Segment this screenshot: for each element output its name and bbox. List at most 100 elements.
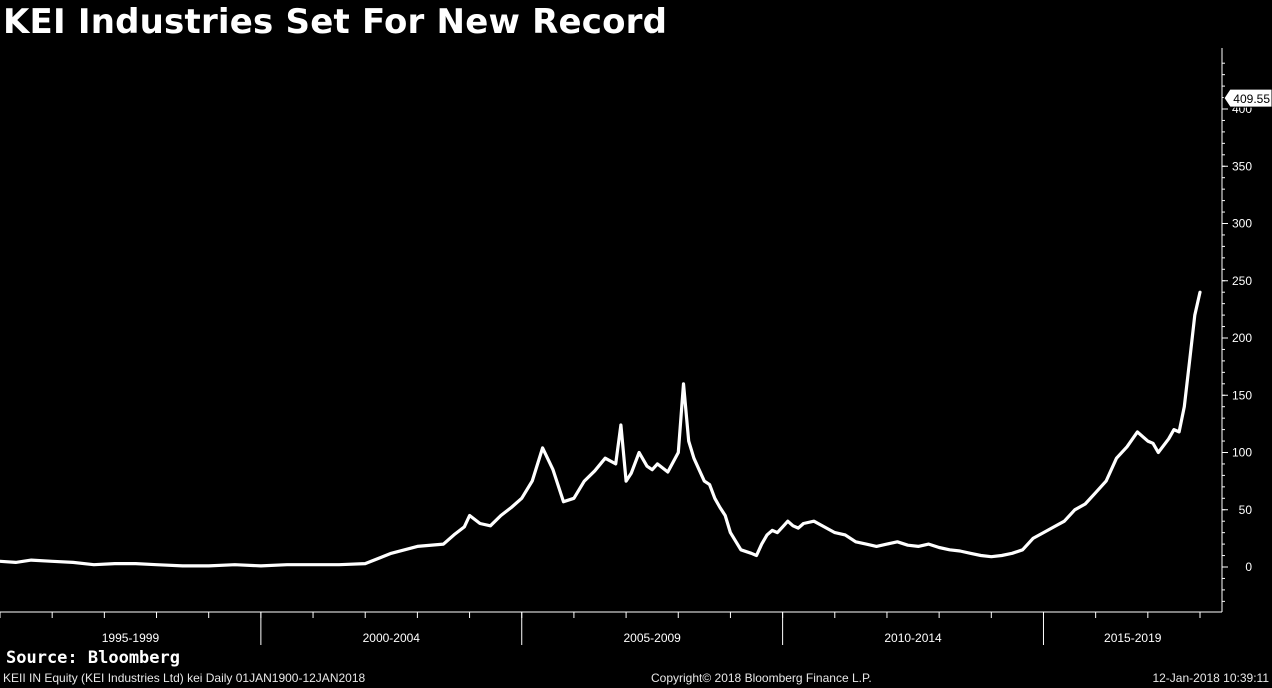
price-point — [593, 469, 596, 473]
last-value-callout — [1223, 88, 1272, 108]
price-point — [645, 465, 649, 468]
price-point — [1084, 502, 1087, 506]
price-point — [489, 524, 492, 527]
price-point — [530, 479, 534, 483]
price-point — [71, 561, 75, 564]
price-point — [1052, 525, 1056, 529]
price-point — [285, 563, 289, 566]
price-point — [637, 451, 641, 454]
y-tick-label: 100 — [1232, 446, 1252, 460]
price-point — [682, 382, 685, 385]
price-point — [708, 483, 711, 486]
price-point — [864, 542, 868, 546]
price-point — [1021, 548, 1024, 552]
last-value-label: 409.55 — [1233, 92, 1270, 106]
x-group-label: 2010-2014 — [884, 631, 942, 645]
price-point — [1115, 457, 1118, 460]
price-point — [510, 506, 513, 509]
y-tick-label: 0 — [1245, 560, 1252, 574]
price-point — [463, 525, 466, 529]
price-point — [739, 548, 743, 552]
footer-ticker-info: KEII IN Equity (KEI Industries Ltd) kei … — [3, 671, 366, 685]
price-point — [656, 462, 659, 466]
price-point — [927, 542, 930, 546]
price-point — [1125, 445, 1129, 448]
price-point — [917, 545, 920, 548]
price-point — [624, 479, 628, 483]
price-point — [1177, 430, 1181, 434]
price-point — [572, 497, 576, 500]
price-point — [948, 548, 951, 552]
plot-area — [0, 290, 1202, 568]
price-point — [650, 468, 654, 471]
price-point — [875, 545, 878, 548]
price-point — [1167, 437, 1170, 440]
price-point — [797, 526, 800, 530]
price-point — [692, 457, 696, 460]
price-point — [1063, 520, 1066, 523]
price-point — [1183, 405, 1186, 408]
price-point — [812, 520, 816, 523]
price-point — [630, 471, 633, 475]
x-group-label: 1995-1999 — [102, 631, 160, 645]
price-point — [468, 514, 471, 517]
y-tick-label: 300 — [1232, 217, 1252, 231]
price-point — [896, 540, 899, 544]
price-point — [885, 542, 889, 546]
price-point — [311, 563, 315, 566]
price-point — [687, 439, 690, 443]
price-point — [1031, 537, 1035, 540]
price-point — [823, 525, 826, 529]
footer-copyright: Copyright© 2018 Bloomberg Finance L.P. — [651, 671, 872, 685]
price-point — [1094, 491, 1097, 494]
price-point — [724, 514, 727, 517]
price-point — [259, 564, 263, 568]
footer-timestamp: 12-Jan-2018 10:39:11 — [1152, 671, 1269, 685]
y-tick-label: 350 — [1232, 159, 1252, 173]
chart-title: KEI Industries Set For New Record — [3, 2, 668, 42]
price-point — [364, 562, 367, 565]
price-point — [337, 563, 341, 566]
x-axis: 1995-1999 2000-2004 2005-2009 2010-2014 2015… — [0, 611, 1222, 645]
price-point — [729, 531, 732, 534]
price-point — [583, 479, 586, 483]
price-point — [844, 533, 847, 537]
price-point — [802, 522, 805, 525]
price-point — [233, 563, 236, 566]
price-point — [134, 562, 137, 565]
price-point — [781, 525, 784, 529]
y-tick-label: 50 — [1239, 503, 1253, 517]
price-point — [604, 457, 607, 460]
y-tick-label: 200 — [1232, 331, 1252, 345]
price-point — [1157, 451, 1160, 454]
price-point — [1172, 428, 1176, 431]
price-point — [50, 560, 54, 563]
source-label: Source: Bloomberg — [6, 648, 180, 668]
price-point — [1104, 479, 1108, 483]
price-point — [1146, 439, 1150, 443]
price-point — [478, 522, 482, 525]
price-point — [416, 545, 419, 548]
price-point — [1136, 430, 1139, 434]
price-point — [1042, 531, 1045, 534]
price-point — [718, 506, 722, 509]
price-point — [760, 542, 763, 546]
price-point — [30, 558, 33, 562]
y-tick-label: 250 — [1232, 274, 1252, 288]
price-point — [1198, 291, 1202, 294]
price-point — [1188, 359, 1191, 363]
price-point — [755, 554, 758, 557]
price-point — [969, 552, 972, 555]
price-point — [776, 531, 779, 534]
price-point — [619, 423, 623, 427]
price-point — [1193, 313, 1196, 317]
price-point — [499, 514, 503, 517]
price-point — [551, 468, 555, 471]
price-point — [155, 563, 158, 566]
price-point — [541, 446, 544, 450]
price-point — [750, 552, 753, 555]
price-point — [937, 546, 941, 549]
price-point — [181, 564, 184, 568]
price-line — [0, 290, 1202, 568]
